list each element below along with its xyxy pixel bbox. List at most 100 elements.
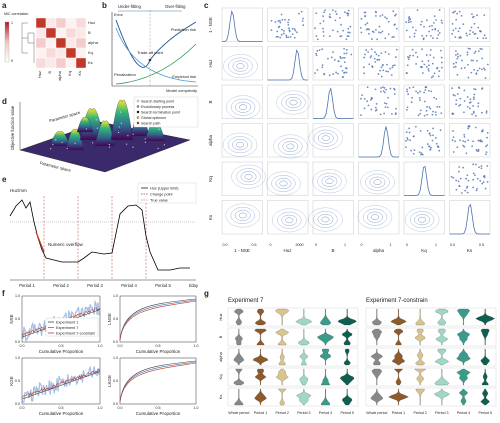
scatter-point [322, 30, 325, 33]
scatter-point [407, 21, 410, 24]
label: 0 [270, 243, 272, 247]
violin [275, 308, 290, 326]
scatter-point [315, 35, 318, 37]
scatter-point [360, 114, 362, 116]
scatter-point [411, 48, 414, 51]
scatter-point [364, 53, 366, 56]
scatter-point [288, 27, 290, 30]
label: Period 4 [457, 411, 470, 415]
label: 0.5 [113, 379, 118, 383]
scatter-point [439, 129, 442, 132]
search-point [108, 143, 110, 146]
scatter-point [414, 125, 417, 128]
contour [238, 212, 247, 219]
label: 0.5 [479, 243, 484, 247]
heatmap-cell [35, 47, 47, 59]
contour [223, 54, 258, 78]
scatter-point [454, 54, 457, 56]
scatter-point [363, 72, 366, 75]
label: B [47, 71, 52, 74]
heatmap-cell [75, 37, 87, 49]
scatter-point [432, 110, 434, 113]
scatter-point [420, 20, 423, 23]
heatmap-cell [55, 27, 67, 39]
scatter-point [460, 14, 463, 17]
scatter-point [377, 73, 380, 75]
pair-cell [312, 123, 354, 158]
scatter-point [346, 14, 349, 17]
label: Numeric overflow [48, 242, 84, 247]
label: Period 2 [53, 283, 69, 288]
scatter-point [455, 50, 457, 53]
scatter-point [420, 152, 423, 155]
scatter-point [284, 18, 286, 21]
scatter-point [470, 71, 473, 74]
violin [252, 348, 269, 366]
panel-letter: a [2, 1, 7, 10]
scatter-point [343, 47, 345, 50]
scatter-point [344, 67, 347, 69]
scatter-point [421, 34, 424, 37]
scatter-point [322, 20, 325, 22]
panel-letter: e [2, 175, 7, 184]
label: 0.0 [20, 344, 25, 348]
scatter-point [428, 25, 431, 28]
scatter-point [347, 31, 350, 34]
scatter-point [334, 10, 337, 13]
label: Cumulative Proportion [39, 411, 84, 416]
scatter-point [467, 125, 470, 128]
scatter-point [274, 21, 277, 23]
scatter-point [418, 97, 421, 99]
search-point [118, 126, 120, 128]
label: alpha [208, 135, 213, 147]
contour [365, 173, 390, 191]
violin [298, 328, 310, 346]
scatter-point [328, 74, 331, 77]
scatter-point [455, 179, 458, 182]
contour [289, 99, 298, 106]
label: Experiment 7-constrain [56, 332, 95, 336]
label: 0.5 [156, 406, 161, 410]
scatter-point [347, 12, 350, 15]
label: B [218, 335, 223, 338]
scatter-point [298, 12, 300, 15]
contour [282, 140, 299, 152]
scatter-point [278, 19, 281, 22]
scatter-point [408, 131, 411, 134]
scatter-point [381, 64, 384, 67]
scatter-point [482, 181, 485, 184]
search-point [70, 119, 73, 121]
search-point [144, 138, 146, 140]
heatmap-cell [45, 57, 57, 69]
scatter-point [343, 61, 346, 64]
label: Cumulative Proportion [39, 349, 84, 354]
scatter-point [337, 60, 340, 63]
scatter-point [454, 10, 457, 13]
scatter-point [466, 96, 469, 98]
label: Over-fitting [165, 4, 186, 9]
scatter-point [328, 35, 331, 38]
scatter-point [314, 72, 316, 75]
scatter-point [369, 98, 372, 101]
label: Error [114, 12, 124, 17]
scatter-point [336, 72, 339, 75]
scatter-point [472, 31, 474, 34]
scatter-point [370, 38, 373, 40]
contour [230, 207, 255, 224]
label: Empirical risk [172, 74, 196, 79]
label: t/day [189, 283, 199, 288]
overflow-segment [35, 231, 45, 253]
search-point [163, 144, 165, 146]
scatter-point [394, 112, 397, 115]
scatter-point [385, 88, 387, 91]
scatter-point [381, 30, 384, 33]
contour [271, 175, 296, 192]
label: Ks [208, 214, 213, 220]
label: Cumulative Proportion [136, 349, 181, 354]
search-point [92, 142, 94, 144]
experiment-1 [21, 371, 101, 400]
scatter-point [342, 56, 344, 59]
violin [456, 308, 471, 326]
scatter-point [300, 10, 303, 13]
scatter-point [485, 153, 487, 156]
